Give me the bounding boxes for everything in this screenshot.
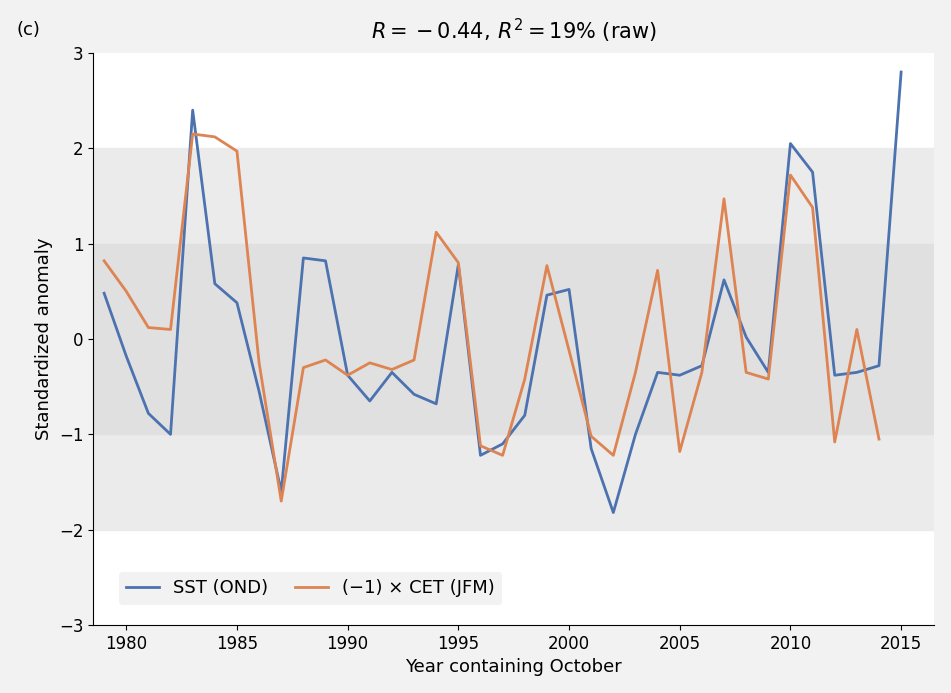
(−1) × CET (JFM)	[187, 130, 199, 138]
SST (OND)	[896, 68, 907, 76]
SST (OND)	[718, 276, 729, 284]
SST (OND)	[475, 451, 486, 459]
SST (OND)	[563, 286, 574, 294]
SST (OND)	[851, 368, 863, 376]
SST (OND)	[209, 279, 221, 288]
(−1) × CET (JFM)	[364, 359, 376, 367]
Y-axis label: Standardized anomaly: Standardized anomaly	[35, 238, 53, 440]
(−1) × CET (JFM)	[320, 356, 331, 364]
(−1) × CET (JFM)	[873, 435, 884, 444]
SST (OND)	[453, 261, 464, 269]
(−1) × CET (JFM)	[651, 266, 663, 274]
SST (OND)	[741, 333, 752, 341]
(−1) × CET (JFM)	[806, 203, 818, 211]
SST (OND)	[165, 430, 176, 439]
(−1) × CET (JFM)	[718, 195, 729, 203]
(−1) × CET (JFM)	[98, 256, 109, 265]
SST (OND)	[431, 400, 442, 408]
Bar	[93, 148, 934, 529]
SST (OND)	[320, 256, 331, 265]
SST (OND)	[408, 390, 419, 398]
Line: (−1) × CET (JFM): (−1) × CET (JFM)	[104, 134, 923, 501]
(−1) × CET (JFM)	[386, 365, 398, 374]
SST (OND)	[630, 430, 641, 439]
(−1) × CET (JFM)	[276, 497, 287, 505]
(−1) × CET (JFM)	[253, 359, 264, 367]
(−1) × CET (JFM)	[431, 228, 442, 236]
SST (OND)	[519, 411, 531, 419]
SST (OND)	[586, 444, 597, 453]
SST (OND)	[253, 387, 264, 396]
X-axis label: Year containing October: Year containing October	[405, 658, 622, 676]
(−1) × CET (JFM)	[674, 448, 686, 456]
(−1) × CET (JFM)	[785, 171, 796, 179]
(−1) × CET (JFM)	[342, 371, 354, 379]
SST (OND)	[608, 509, 619, 517]
(−1) × CET (JFM)	[851, 325, 863, 333]
(−1) × CET (JFM)	[918, 435, 929, 444]
(−1) × CET (JFM)	[630, 368, 641, 376]
Legend: SST (OND), (−1) × CET (JFM): SST (OND), (−1) × CET (JFM)	[119, 572, 502, 604]
SST (OND)	[763, 368, 774, 376]
(−1) × CET (JFM)	[121, 287, 132, 295]
SST (OND)	[121, 352, 132, 360]
(−1) × CET (JFM)	[696, 368, 708, 376]
SST (OND)	[342, 371, 354, 379]
SST (OND)	[143, 410, 154, 418]
Text: (c): (c)	[17, 21, 41, 39]
Bar	[93, 244, 934, 435]
(−1) × CET (JFM)	[165, 325, 176, 333]
SST (OND)	[364, 397, 376, 405]
SST (OND)	[386, 368, 398, 376]
(−1) × CET (JFM)	[763, 375, 774, 383]
SST (OND)	[651, 368, 663, 376]
(−1) × CET (JFM)	[475, 441, 486, 450]
(−1) × CET (JFM)	[829, 438, 841, 446]
(−1) × CET (JFM)	[541, 261, 553, 270]
SST (OND)	[231, 299, 243, 307]
SST (OND)	[98, 289, 109, 297]
SST (OND)	[276, 487, 287, 495]
SST (OND)	[873, 362, 884, 370]
SST (OND)	[541, 291, 553, 299]
(−1) × CET (JFM)	[608, 451, 619, 459]
SST (OND)	[674, 371, 686, 379]
(−1) × CET (JFM)	[563, 346, 574, 355]
Line: SST (OND): SST (OND)	[104, 72, 902, 513]
SST (OND)	[497, 440, 509, 448]
SST (OND)	[785, 139, 796, 148]
Title: $R = -0.44,\, R^2 = 19\%$ (raw): $R = -0.44,\, R^2 = 19\%$ (raw)	[371, 17, 656, 45]
(−1) × CET (JFM)	[209, 132, 221, 141]
SST (OND)	[187, 106, 199, 114]
(−1) × CET (JFM)	[298, 363, 309, 371]
SST (OND)	[298, 254, 309, 262]
SST (OND)	[829, 371, 841, 379]
SST (OND)	[806, 168, 818, 176]
(−1) × CET (JFM)	[519, 375, 531, 383]
(−1) × CET (JFM)	[231, 147, 243, 155]
(−1) × CET (JFM)	[497, 451, 509, 459]
(−1) × CET (JFM)	[453, 258, 464, 267]
SST (OND)	[696, 362, 708, 370]
(−1) × CET (JFM)	[143, 324, 154, 332]
(−1) × CET (JFM)	[408, 356, 419, 364]
(−1) × CET (JFM)	[741, 368, 752, 376]
(−1) × CET (JFM)	[586, 432, 597, 441]
